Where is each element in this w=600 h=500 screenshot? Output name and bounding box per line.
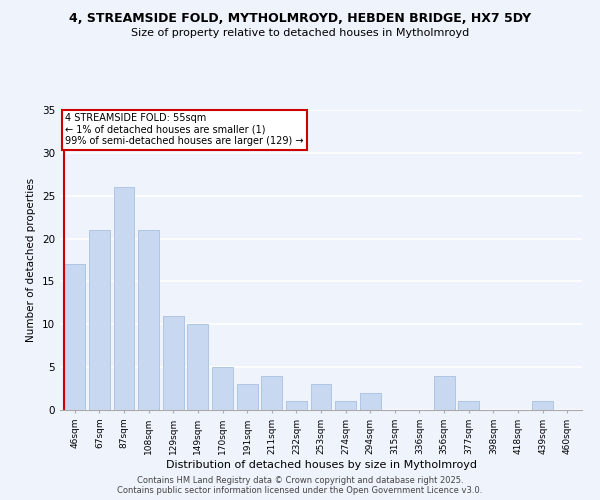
Bar bbox=[236, 384, 257, 410]
X-axis label: Distribution of detached houses by size in Mytholmroyd: Distribution of detached houses by size … bbox=[166, 460, 476, 469]
Bar bbox=[163, 316, 184, 410]
Bar bbox=[261, 376, 282, 410]
Bar bbox=[360, 393, 381, 410]
Y-axis label: Number of detached properties: Number of detached properties bbox=[26, 178, 37, 342]
Bar bbox=[434, 376, 455, 410]
Bar bbox=[532, 402, 553, 410]
Bar bbox=[89, 230, 110, 410]
Bar bbox=[187, 324, 208, 410]
Bar bbox=[113, 187, 134, 410]
Bar bbox=[335, 402, 356, 410]
Text: Size of property relative to detached houses in Mytholmroyd: Size of property relative to detached ho… bbox=[131, 28, 469, 38]
Text: 4 STREAMSIDE FOLD: 55sqm
← 1% of detached houses are smaller (1)
99% of semi-det: 4 STREAMSIDE FOLD: 55sqm ← 1% of detache… bbox=[65, 113, 304, 146]
Bar bbox=[458, 402, 479, 410]
Bar bbox=[138, 230, 159, 410]
Text: Contains HM Land Registry data © Crown copyright and database right 2025.
Contai: Contains HM Land Registry data © Crown c… bbox=[118, 476, 482, 495]
Bar bbox=[64, 264, 85, 410]
Bar bbox=[311, 384, 331, 410]
Bar bbox=[212, 367, 233, 410]
Bar bbox=[286, 402, 307, 410]
Text: 4, STREAMSIDE FOLD, MYTHOLMROYD, HEBDEN BRIDGE, HX7 5DY: 4, STREAMSIDE FOLD, MYTHOLMROYD, HEBDEN … bbox=[69, 12, 531, 26]
